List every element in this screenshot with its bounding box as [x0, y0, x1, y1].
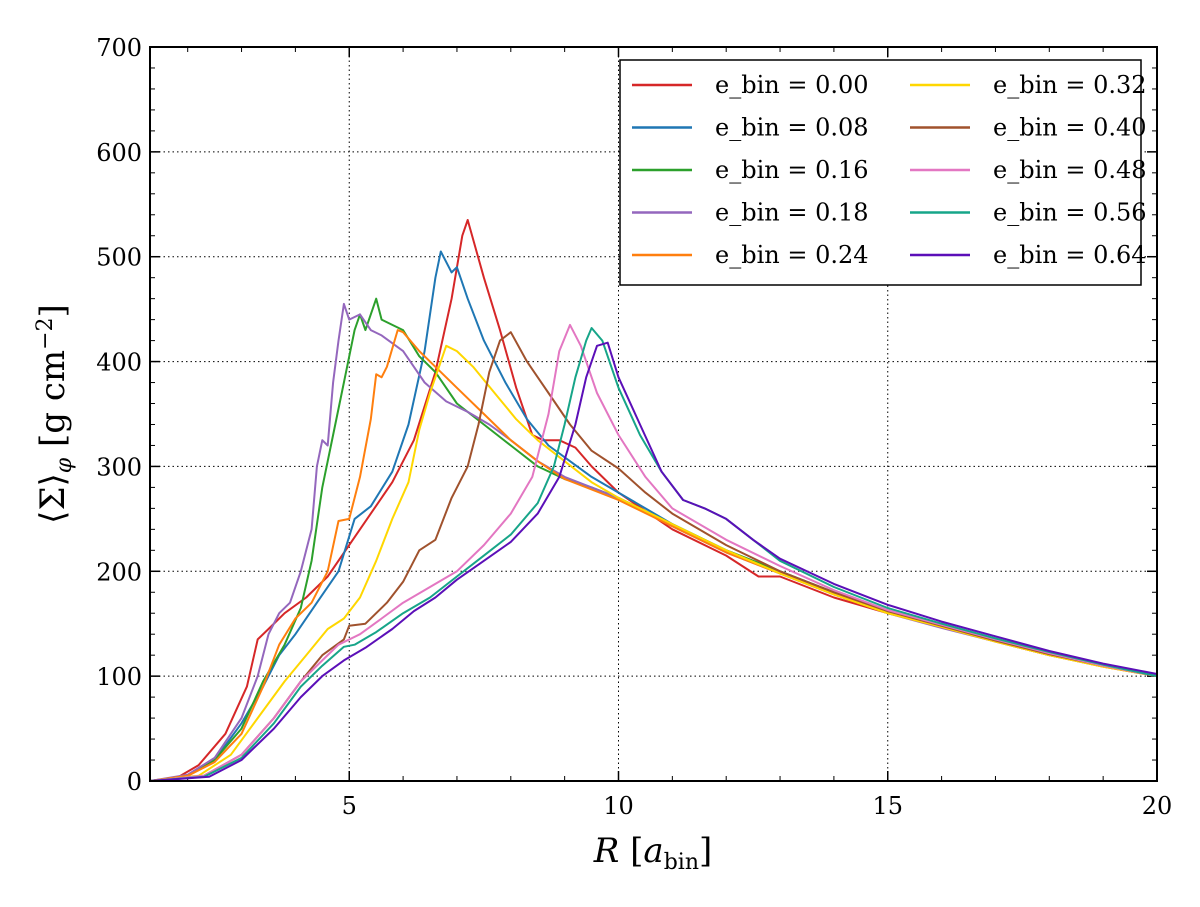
y-tick-label: 500 — [96, 244, 142, 272]
series-line-6 — [149, 331, 1158, 782]
legend-label: e_bin = 0.18 — [715, 199, 869, 227]
legend-label: e_bin = 0.08 — [715, 114, 869, 142]
series-line-8 — [149, 327, 1158, 782]
series-lines — [149, 219, 1158, 782]
legend-label: e_bin = 0.16 — [715, 156, 869, 184]
y-tick-label: 200 — [96, 558, 142, 586]
legend-label: e_bin = 0.24 — [715, 241, 869, 269]
x-tick-label: 10 — [603, 792, 634, 820]
y-tick-label: 100 — [96, 663, 142, 691]
y-tick-label: 400 — [96, 349, 142, 377]
svg-text:⟨Σ⟩φ [g cm−2]: ⟨Σ⟩φ [g cm−2] — [33, 304, 77, 524]
y-axis-label: ⟨Σ⟩φ [g cm−2] — [33, 304, 77, 524]
svg-text:R [abin]: R [abin] — [593, 831, 713, 875]
x-tick-label: 15 — [872, 792, 903, 820]
series-line-7 — [149, 323, 1158, 782]
legend-label: e_bin = 0.64 — [993, 241, 1147, 269]
x-tick-label: 5 — [342, 792, 357, 820]
legend-label: e_bin = 0.32 — [993, 71, 1147, 99]
y-tick-label: 600 — [96, 139, 142, 167]
legend: e_bin = 0.00 e_bin = 0.08 e_bin = 0.16 e_bi… — [619, 59, 1147, 286]
series-line-0 — [149, 219, 1158, 782]
y-tick-label: 700 — [96, 34, 142, 62]
plot-frame — [149, 46, 1158, 782]
legend-box — [619, 59, 1142, 286]
y-tick-label: 300 — [96, 453, 142, 481]
x-tick-label: 20 — [1142, 792, 1173, 820]
series-line-5 — [149, 344, 1158, 782]
y-tick-label: 0 — [127, 768, 142, 796]
legend-label: e_bin = 0.00 — [715, 71, 869, 99]
legend-label: e_bin = 0.56 — [993, 199, 1147, 227]
x-axis-label: R [abin] — [593, 831, 713, 875]
legend-label: e_bin = 0.48 — [993, 156, 1147, 184]
legend-label: e_bin = 0.40 — [993, 114, 1147, 142]
series-line-9 — [149, 341, 1158, 782]
